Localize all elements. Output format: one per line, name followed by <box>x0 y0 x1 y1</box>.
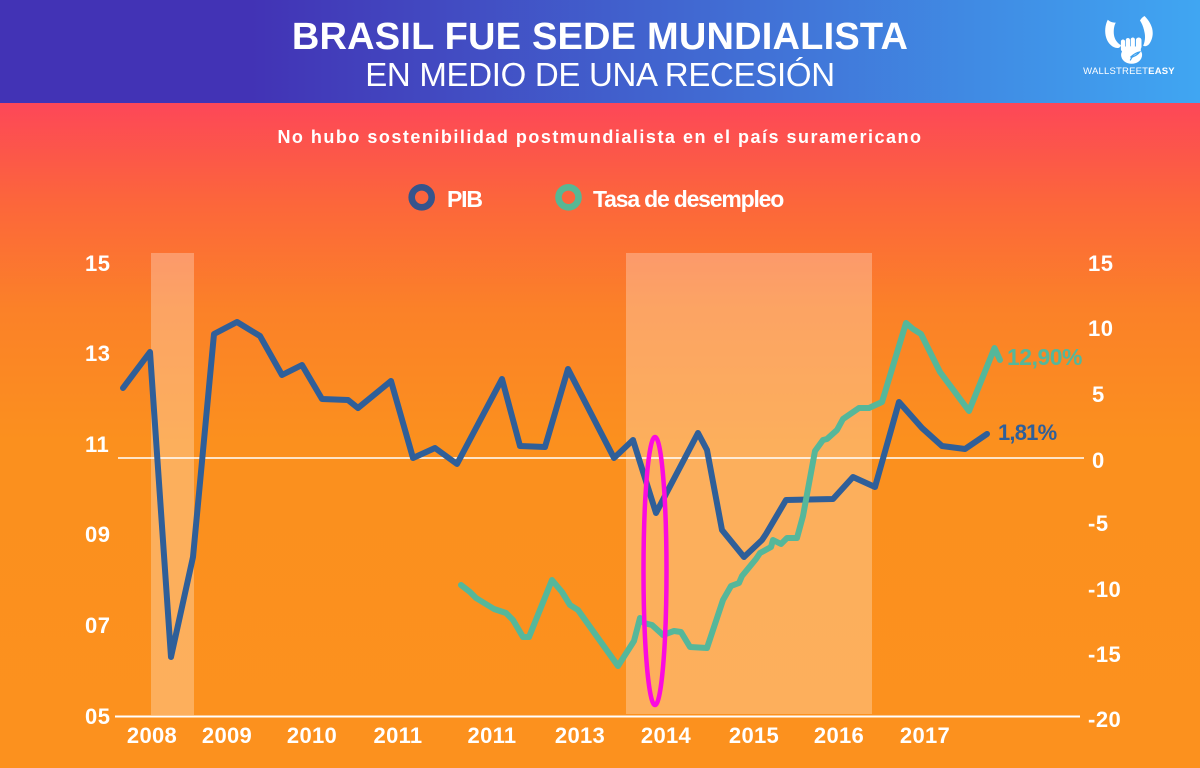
svg-text:15: 15 <box>85 251 110 276</box>
svg-text:0: 0 <box>1092 448 1105 473</box>
svg-text:5: 5 <box>1092 382 1105 407</box>
svg-text:2009: 2009 <box>202 723 252 748</box>
svg-text:10: 10 <box>1088 316 1113 341</box>
svg-text:2017: 2017 <box>900 723 950 748</box>
svg-text:2011: 2011 <box>468 723 517 748</box>
svg-text:09: 09 <box>85 522 110 547</box>
svg-text:13: 13 <box>85 341 110 366</box>
svg-text:2014: 2014 <box>641 723 692 748</box>
svg-text:-5: -5 <box>1088 511 1109 536</box>
svg-text:2016: 2016 <box>814 723 864 748</box>
svg-text:-15: -15 <box>1088 642 1121 667</box>
svg-text:15: 15 <box>1088 251 1113 276</box>
svg-text:2008: 2008 <box>127 723 177 748</box>
svg-text:07: 07 <box>85 613 110 638</box>
svg-text:11: 11 <box>85 432 109 457</box>
svg-text:05: 05 <box>85 704 110 729</box>
svg-text:-20: -20 <box>1088 707 1121 732</box>
svg-text:12,90%: 12,90% <box>1007 344 1082 370</box>
svg-text:2011: 2011 <box>374 723 423 748</box>
svg-text:2015: 2015 <box>729 723 779 748</box>
svg-text:2013: 2013 <box>555 723 605 748</box>
svg-text:2010: 2010 <box>287 723 337 748</box>
svg-text:-10: -10 <box>1088 577 1121 602</box>
svg-text:1,81%: 1,81% <box>998 420 1057 445</box>
